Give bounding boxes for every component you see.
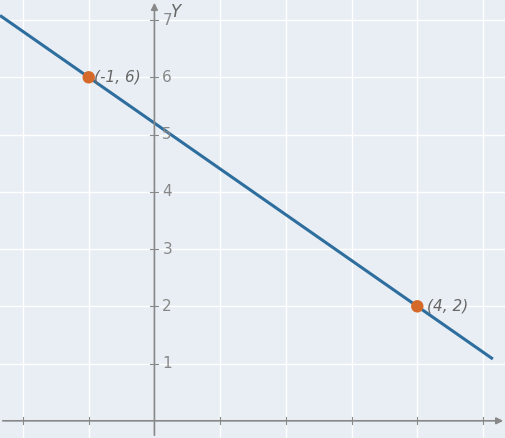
Text: 1: 1 (162, 356, 172, 371)
Text: 7: 7 (162, 13, 172, 28)
Text: (4, 2): (4, 2) (426, 299, 468, 314)
Text: Y: Y (171, 3, 181, 21)
Text: 3: 3 (162, 242, 172, 257)
Text: 6: 6 (162, 70, 172, 85)
Text: 4: 4 (162, 184, 172, 199)
Point (413, 303, 421, 310)
Text: 2: 2 (162, 299, 172, 314)
Text: (-1, 6): (-1, 6) (94, 70, 140, 85)
Text: 5: 5 (162, 127, 172, 142)
Point (84, 74, 92, 81)
